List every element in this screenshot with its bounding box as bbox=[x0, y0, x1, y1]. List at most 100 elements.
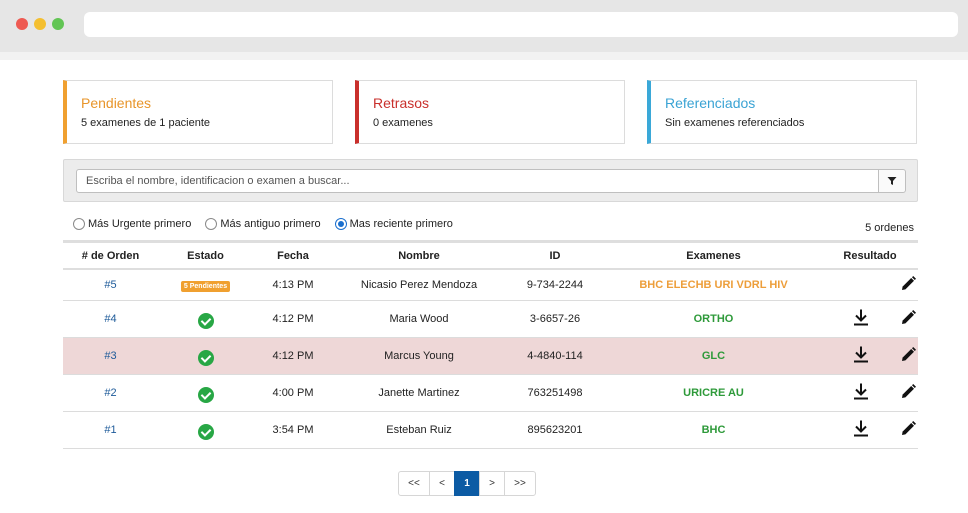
examenes-cell: GLC bbox=[701, 350, 726, 362]
order-number-link[interactable]: #5 bbox=[104, 279, 117, 291]
edit-pencil-icon[interactable] bbox=[901, 310, 916, 328]
nombre-cell: Janette Martinez bbox=[378, 387, 460, 399]
orders-table: # de Orden Estado Fecha Nombre ID Examen… bbox=[63, 240, 918, 449]
check-circle-icon bbox=[197, 423, 214, 440]
referenciados-subtitle: Sin examenes referenciados bbox=[665, 117, 805, 129]
order-number-link[interactable]: #2 bbox=[104, 387, 117, 399]
maximize-window-dot[interactable] bbox=[52, 18, 64, 30]
sort-oldest-option[interactable]: Más antiguo primero bbox=[205, 218, 321, 230]
sort-urgent-label: Más Urgente primero bbox=[88, 218, 192, 230]
examenes-cell: ORTHO bbox=[693, 313, 734, 325]
order-count: 5 ordenes bbox=[865, 222, 914, 234]
fecha-cell: 4:13 PM bbox=[272, 279, 314, 291]
sort-newest-option[interactable]: Mas reciente primero bbox=[334, 218, 453, 230]
download-icon[interactable] bbox=[853, 309, 869, 330]
check-circle-icon bbox=[197, 349, 214, 366]
edit-pencil-icon[interactable] bbox=[901, 276, 916, 294]
header-resultado: Resultado bbox=[843, 249, 897, 262]
examenes-cell: BHC ELECHB URI VDRL HIV bbox=[639, 279, 788, 291]
fecha-cell: 4:00 PM bbox=[272, 387, 314, 399]
table-row[interactable]: #4 4:12 PM Maria Wood 3-6657-26 ORTHO bbox=[63, 301, 918, 338]
sort-oldest-radio[interactable] bbox=[205, 218, 218, 230]
header-fecha[interactable]: Fecha bbox=[277, 249, 309, 262]
resultado-cell bbox=[822, 301, 918, 337]
address-bar[interactable] bbox=[84, 12, 958, 37]
pagination: << < 1 > >> bbox=[398, 471, 536, 496]
estado-cell bbox=[158, 384, 253, 403]
estado-cell bbox=[158, 310, 253, 329]
edit-pencil-icon[interactable] bbox=[901, 421, 916, 439]
page-last-button[interactable]: >> bbox=[504, 471, 536, 496]
edit-pencil-icon[interactable] bbox=[901, 384, 916, 402]
estado-cell bbox=[158, 421, 253, 440]
page-first-button[interactable]: << bbox=[398, 471, 430, 496]
resultado-cell bbox=[822, 270, 918, 300]
retrasos-title: Retrasos bbox=[373, 95, 430, 111]
estado-cell: 5 Pendientes bbox=[158, 279, 253, 292]
resultado-cell bbox=[822, 375, 918, 411]
close-window-dot[interactable] bbox=[16, 18, 28, 30]
id-cell: 895623201 bbox=[527, 424, 583, 436]
minimize-window-dot[interactable] bbox=[34, 18, 46, 30]
resultado-cell bbox=[822, 338, 918, 374]
page-current-button[interactable]: 1 bbox=[454, 471, 480, 496]
id-cell: 4-4840-114 bbox=[527, 350, 583, 362]
table-row[interactable]: #2 4:00 PM Janette Martinez 763251498 URICRE… bbox=[63, 375, 918, 412]
search-panel bbox=[63, 159, 918, 202]
header-examenes[interactable]: Examenes bbox=[686, 249, 741, 262]
header-estado[interactable]: Estado bbox=[187, 249, 224, 262]
nombre-cell: Nicasio Perez Mendoza bbox=[360, 279, 478, 291]
search-input[interactable] bbox=[76, 169, 879, 193]
sort-urgent-radio[interactable] bbox=[73, 218, 85, 230]
estado-cell bbox=[158, 347, 253, 366]
id-cell: 763251498 bbox=[527, 387, 583, 399]
id-cell: 9-734-2244 bbox=[526, 279, 584, 291]
id-cell: 3-6657-26 bbox=[529, 313, 581, 325]
retrasos-card: Retrasos 0 examenes bbox=[355, 80, 625, 144]
header-orden[interactable]: # de Orden bbox=[81, 249, 140, 262]
order-number-link[interactable]: #4 bbox=[104, 313, 117, 325]
table-body: #5 5 Pendientes 4:13 PM Nicasio Perez Mendo… bbox=[63, 270, 918, 449]
order-number-link[interactable]: #1 bbox=[104, 424, 117, 436]
filter-icon bbox=[887, 177, 897, 185]
sort-newest-label: Mas reciente primero bbox=[349, 218, 453, 230]
sort-urgent-option[interactable]: Más Urgente primero bbox=[73, 218, 191, 230]
retrasos-subtitle: 0 examenes bbox=[373, 117, 433, 129]
examenes-cell: URICRE AU bbox=[683, 387, 744, 399]
pendientes-title: Pendientes bbox=[81, 95, 152, 111]
table-row[interactable]: #1 3:54 PM Esteban Ruiz 895623201 BHC bbox=[63, 412, 918, 449]
nombre-cell: Esteban Ruiz bbox=[386, 424, 452, 436]
edit-pencil-icon[interactable] bbox=[901, 347, 916, 365]
download-icon[interactable] bbox=[853, 420, 869, 441]
sort-oldest-label: Más antiguo primero bbox=[220, 218, 321, 230]
order-number-link[interactable]: #3 bbox=[104, 350, 117, 362]
sort-newest-radio[interactable] bbox=[334, 218, 347, 230]
chrome-divider bbox=[0, 52, 968, 60]
page-next-button[interactable]: > bbox=[479, 471, 505, 496]
table-header: # de Orden Estado Fecha Nombre ID Examen… bbox=[63, 240, 918, 270]
filter-button[interactable] bbox=[878, 169, 906, 193]
referenciados-title: Referenciados bbox=[665, 95, 756, 111]
table-row[interactable]: #5 5 Pendientes 4:13 PM Nicasio Perez Mendo… bbox=[63, 270, 918, 301]
nombre-cell: Maria Wood bbox=[389, 313, 449, 325]
fecha-cell: 3:54 PM bbox=[272, 424, 314, 436]
browser-chrome bbox=[0, 0, 968, 52]
fecha-cell: 4:12 PM bbox=[272, 350, 314, 362]
pending-badge: 5 Pendientes bbox=[180, 280, 231, 292]
download-icon[interactable] bbox=[853, 346, 869, 367]
fecha-cell: 4:12 PM bbox=[272, 313, 314, 325]
pendientes-subtitle: 5 examenes de 1 paciente bbox=[81, 117, 211, 129]
examenes-cell: BHC bbox=[701, 424, 726, 436]
page-prev-button[interactable]: < bbox=[429, 471, 455, 496]
table-row[interactable]: #3 4:12 PM Marcus Young 4-4840-114 GLC bbox=[63, 338, 918, 375]
header-id[interactable]: ID bbox=[549, 249, 561, 262]
header-nombre[interactable]: Nombre bbox=[398, 249, 440, 262]
check-circle-icon bbox=[197, 312, 214, 329]
pendientes-card: Pendientes 5 examenes de 1 paciente bbox=[63, 80, 333, 144]
sort-options: Más Urgente primero Más antiguo primero … bbox=[73, 218, 467, 230]
resultado-cell bbox=[822, 412, 918, 448]
referenciados-card: Referenciados Sin examenes referenciados bbox=[647, 80, 917, 144]
download-icon[interactable] bbox=[853, 383, 869, 404]
check-circle-icon bbox=[197, 386, 214, 403]
nombre-cell: Marcus Young bbox=[384, 350, 454, 362]
